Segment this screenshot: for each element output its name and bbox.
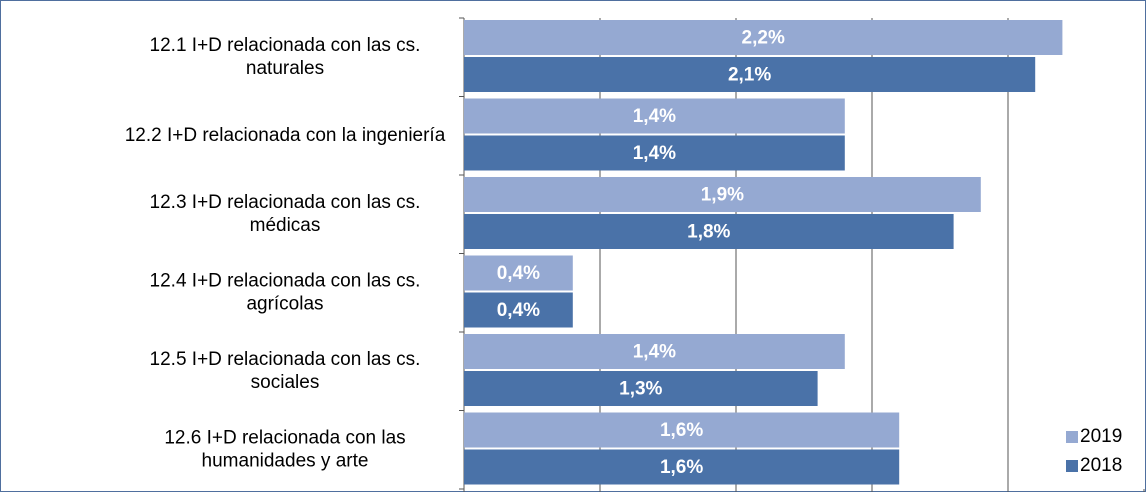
category-label: humanidades y arte bbox=[202, 450, 369, 471]
value-label: 1,4% bbox=[633, 106, 676, 127]
bar bbox=[464, 371, 818, 406]
legend-label: 2019 bbox=[1080, 426, 1122, 447]
bar bbox=[464, 135, 845, 171]
bar bbox=[464, 98, 845, 134]
category-label: 12.6 I+D relacionada con las bbox=[164, 427, 405, 448]
bar bbox=[464, 334, 845, 369]
value-label: 1,4% bbox=[633, 143, 676, 164]
bar bbox=[464, 20, 1063, 55]
category-label: 12.2 I+D relacionada con la ingeniería bbox=[125, 125, 446, 146]
value-label: 1,9% bbox=[701, 185, 744, 206]
bar bbox=[464, 412, 900, 448]
category-label: agrícolas bbox=[246, 293, 323, 314]
value-label: 2,2% bbox=[742, 28, 785, 49]
value-label: 1,6% bbox=[660, 457, 703, 478]
value-label: 1,4% bbox=[633, 342, 676, 363]
bar bbox=[464, 177, 981, 212]
bar bbox=[464, 214, 954, 249]
value-label: 0,4% bbox=[497, 263, 540, 284]
legend-swatch bbox=[1066, 460, 1078, 472]
bar bbox=[464, 292, 573, 328]
value-label: 0,4% bbox=[497, 300, 540, 321]
bar bbox=[464, 57, 1036, 92]
category-label: naturales bbox=[246, 58, 324, 79]
value-label: 2,1% bbox=[728, 65, 771, 86]
category-label: 12.3 I+D relacionada con las cs. bbox=[150, 192, 421, 213]
bar bbox=[464, 255, 573, 291]
category-label: 12.4 I+D relacionada con las cs. bbox=[150, 270, 421, 291]
legend-swatch bbox=[1066, 431, 1078, 443]
legend-label: 2018 bbox=[1080, 455, 1122, 476]
bar bbox=[464, 449, 900, 485]
category-label: sociales bbox=[251, 372, 320, 393]
value-label: 1,6% bbox=[660, 420, 703, 441]
category-label: 12.1 I+D relacionada con las cs. bbox=[150, 35, 421, 56]
category-label: 12.5 I+D relacionada con las cs. bbox=[150, 349, 421, 370]
value-label: 1,3% bbox=[619, 379, 662, 400]
value-label: 1,8% bbox=[687, 222, 730, 243]
category-label: médicas bbox=[250, 215, 321, 236]
